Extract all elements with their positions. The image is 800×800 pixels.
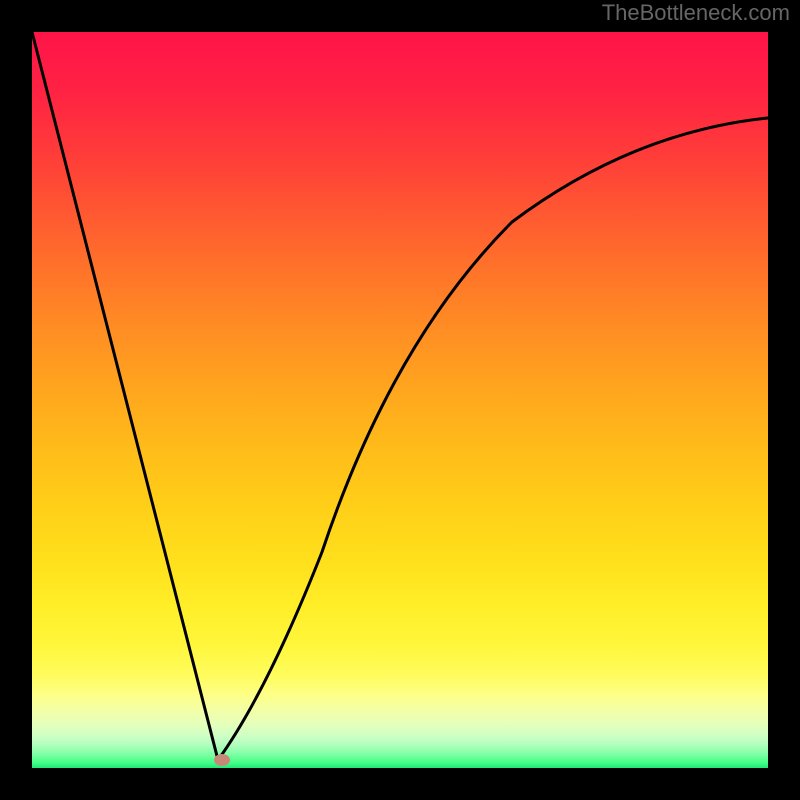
chart-svg — [32, 32, 768, 768]
plot-area — [32, 32, 768, 768]
minimum-marker — [214, 754, 230, 766]
watermark-label: TheBottleneck.com — [602, 0, 790, 26]
chart-container: TheBottleneck.com — [0, 0, 800, 800]
